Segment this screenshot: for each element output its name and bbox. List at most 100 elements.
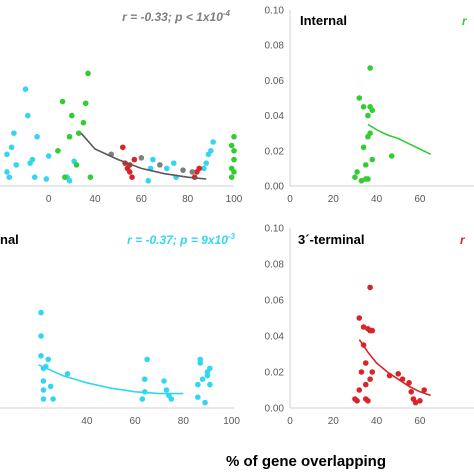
- y-tick-label: 0.04: [265, 111, 285, 122]
- data-point: [13, 162, 20, 168]
- fit-curve: [80, 132, 207, 180]
- data-point: [421, 387, 428, 393]
- data-point: [231, 133, 237, 140]
- data-point: [6, 174, 13, 180]
- x-tick-label: 60: [130, 416, 142, 427]
- x-tick-label: 20: [328, 416, 340, 427]
- data-point: [45, 153, 52, 159]
- panel-title: 3´-terminal: [298, 232, 364, 247]
- data-point: [352, 174, 358, 180]
- x-tick-label: 0: [287, 194, 293, 205]
- data-point: [360, 144, 367, 151]
- data-point: [69, 112, 75, 119]
- data-point: [369, 369, 376, 375]
- x-tick-label: 60: [414, 416, 426, 427]
- data-point: [55, 148, 61, 154]
- panel-stat: r: [462, 14, 468, 28]
- panel-top-left: r = -0.33; p < 1x10-4 0 40 60 80 100: [0, 9, 243, 205]
- data-point: [367, 130, 373, 136]
- fit-curve: [367, 123, 432, 156]
- data-point: [25, 112, 31, 119]
- data-point: [367, 65, 373, 71]
- fit-curve: [38, 364, 184, 395]
- data-point: [388, 153, 395, 159]
- data-point: [412, 399, 419, 406]
- data-point: [228, 142, 235, 149]
- x-tick-label: 100: [223, 416, 240, 427]
- data-point: [210, 139, 216, 145]
- data-point: [356, 387, 363, 393]
- x-tick-label: 40: [371, 416, 383, 427]
- data-point: [45, 356, 52, 363]
- data-point: [196, 165, 203, 172]
- data-point: [34, 133, 40, 140]
- data-point: [358, 369, 365, 375]
- x-tick-label: 40: [81, 416, 93, 427]
- data-point: [195, 394, 201, 401]
- data-point: [406, 380, 412, 386]
- data-point: [164, 165, 170, 172]
- x-tick-label: 80: [178, 416, 190, 427]
- data-point: [362, 162, 369, 168]
- data-point: [40, 378, 47, 384]
- data-point: [231, 169, 237, 175]
- data-point: [408, 389, 415, 395]
- data-point: [208, 148, 214, 154]
- data-point: [43, 176, 50, 182]
- data-point: [168, 396, 175, 402]
- panel-stat: r = -0.37; p = 9x10-3: [127, 232, 235, 247]
- data-point: [139, 396, 146, 402]
- data-point: [38, 309, 44, 316]
- x-tick-label: 40: [89, 194, 101, 205]
- data-point: [231, 156, 237, 163]
- data-point: [80, 119, 87, 126]
- data-point: [207, 381, 213, 388]
- data-point: [85, 70, 91, 77]
- data-point: [365, 398, 371, 404]
- data-point: [4, 169, 10, 175]
- y-tick-label: 0.06: [265, 296, 285, 307]
- x-tick-label: 20: [328, 194, 340, 205]
- panel-stat: r = -0.33; p < 1x10-4: [122, 9, 230, 24]
- data-point: [126, 169, 133, 175]
- data-point: [203, 160, 209, 166]
- data-point: [141, 376, 148, 383]
- data-point: [367, 376, 373, 383]
- x-tick-label: 60: [136, 194, 148, 205]
- y-tick-label: 0.04: [265, 332, 285, 343]
- panel-stat-text: r = -0.37; p = 9x10: [127, 233, 228, 247]
- data-point: [11, 130, 17, 136]
- panel-title: Internal: [300, 13, 347, 28]
- data-point: [145, 177, 152, 184]
- data-point: [82, 100, 89, 107]
- data-point: [38, 333, 44, 339]
- data-point: [157, 162, 163, 168]
- data-point: [202, 399, 208, 406]
- data-point: [150, 156, 156, 163]
- data-point: [170, 160, 177, 166]
- panel-stat-text: r = -0.33; p < 1x10: [122, 10, 223, 24]
- x-tick-label: 60: [414, 194, 426, 205]
- data-point: [358, 177, 365, 184]
- panel-stat-sup: -4: [223, 9, 231, 18]
- data-point: [369, 156, 376, 163]
- y-tick-label: 0.00: [265, 404, 285, 415]
- data-point: [201, 165, 207, 172]
- data-point: [131, 156, 138, 163]
- data-point: [66, 133, 73, 140]
- data-point: [199, 376, 206, 383]
- data-point: [231, 148, 237, 154]
- data-point: [356, 315, 363, 321]
- data-point: [362, 381, 369, 388]
- data-point: [40, 387, 47, 393]
- data-point: [195, 381, 201, 388]
- x-tick-label: 0: [287, 416, 293, 427]
- data-point: [360, 324, 367, 330]
- data-point: [8, 144, 15, 151]
- x-axis-label: % of gene overlapping: [226, 453, 386, 470]
- data-point: [204, 372, 211, 379]
- data-point: [87, 174, 94, 180]
- y-tick-label: 0.08: [265, 41, 285, 52]
- panel-stat-sup: -3: [228, 232, 236, 241]
